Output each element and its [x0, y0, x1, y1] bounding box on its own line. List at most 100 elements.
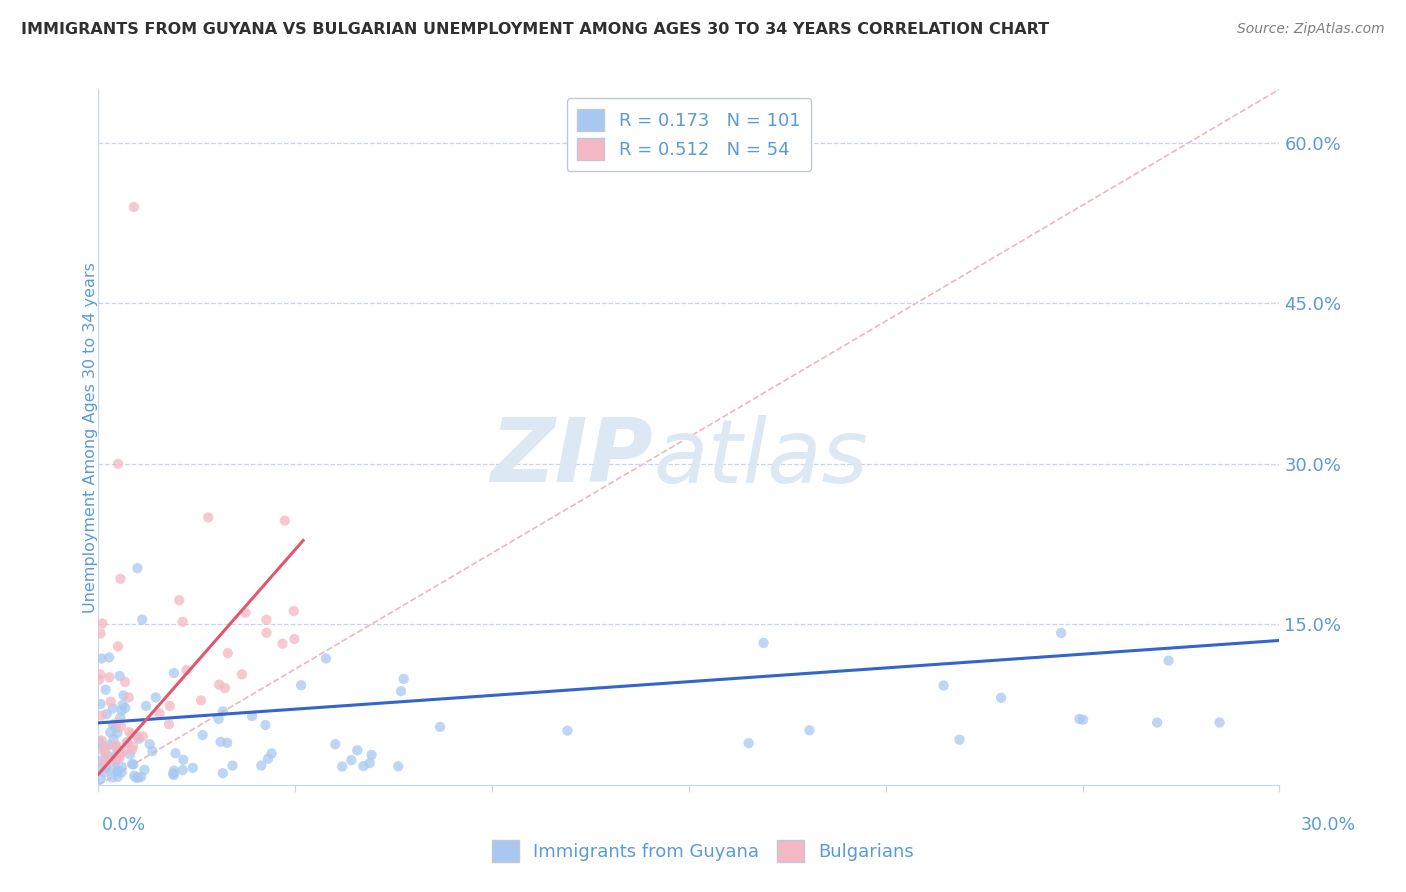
Point [127, 771, 149, 785]
Point [90, 626, 112, 640]
Point [107, 751, 129, 765]
Point [122, 757, 145, 772]
Point [240, 709, 263, 723]
Point [1050, 626, 1073, 640]
Point [104, 740, 127, 755]
Point [105, 738, 128, 752]
Point [191, 728, 214, 742]
Point [101, 717, 124, 731]
Point [207, 712, 229, 726]
Point [172, 763, 194, 777]
Point [932, 678, 955, 692]
Point [100, 694, 122, 708]
Point [107, 457, 129, 471]
Point [340, 753, 363, 767]
Point [132, 729, 155, 743]
Point [104, 755, 127, 769]
Point [214, 681, 236, 695]
Point [128, 731, 150, 746]
Text: ZIP: ZIP [491, 415, 654, 501]
Point [118, 690, 141, 705]
Point [105, 747, 128, 762]
Point [122, 739, 145, 754]
Point [98, 725, 121, 739]
Point [112, 689, 135, 703]
Point [1208, 715, 1230, 730]
Point [990, 690, 1012, 705]
Point [120, 747, 142, 762]
Point [105, 715, 128, 730]
Point [163, 768, 186, 782]
Point [197, 510, 219, 524]
Point [290, 678, 312, 692]
Point [111, 765, 134, 780]
Point [209, 735, 232, 749]
Point [257, 752, 280, 766]
Point [135, 698, 157, 713]
Point [129, 770, 152, 784]
Text: Source: ZipAtlas.com: Source: ZipAtlas.com [1237, 22, 1385, 37]
Point [172, 615, 194, 629]
Point [111, 703, 134, 717]
Point [948, 732, 970, 747]
Point [221, 758, 243, 772]
Point [1069, 712, 1091, 726]
Point [134, 763, 156, 777]
Point [94, 745, 117, 759]
Point [387, 759, 409, 773]
Point [94, 740, 117, 755]
Point [90, 651, 112, 665]
Point [346, 743, 368, 757]
Text: 30.0%: 30.0% [1301, 816, 1357, 834]
Legend: R = 0.173   N = 101, R = 0.512   N = 54: R = 0.173 N = 101, R = 0.512 N = 54 [567, 98, 811, 171]
Point [283, 604, 305, 618]
Point [89, 667, 111, 681]
Point [389, 684, 412, 698]
Point [217, 646, 239, 660]
Point [104, 721, 127, 735]
Point [117, 735, 139, 749]
Point [752, 636, 775, 650]
Point [98, 650, 121, 665]
Point [93, 765, 115, 780]
Point [114, 701, 136, 715]
Point [145, 690, 167, 705]
Point [176, 663, 198, 677]
Point [163, 764, 186, 778]
Point [98, 753, 121, 767]
Point [167, 593, 190, 607]
Point [159, 698, 181, 713]
Point [108, 669, 131, 683]
Y-axis label: Unemployment Among Ages 30 to 34 years: Unemployment Among Ages 30 to 34 years [83, 261, 97, 613]
Point [103, 731, 125, 746]
Point [1146, 715, 1168, 730]
Point [330, 759, 353, 773]
Point [190, 693, 212, 707]
Point [93, 745, 115, 759]
Point [107, 770, 129, 784]
Point [107, 764, 129, 778]
Point [212, 766, 235, 780]
Point [110, 572, 132, 586]
Point [101, 701, 124, 715]
Point [233, 606, 256, 620]
Point [208, 678, 231, 692]
Point [94, 682, 117, 697]
Point [90, 708, 112, 723]
Point [101, 763, 124, 777]
Point [98, 670, 121, 684]
Point [110, 710, 132, 724]
Point [254, 718, 277, 732]
Point [89, 762, 111, 776]
Point [557, 723, 579, 738]
Point [121, 727, 143, 741]
Point [131, 613, 153, 627]
Point [125, 771, 148, 785]
Point [352, 759, 374, 773]
Point [107, 640, 129, 654]
Text: atlas: atlas [654, 415, 869, 501]
Point [110, 745, 132, 759]
Point [256, 625, 278, 640]
Point [181, 761, 204, 775]
Point [138, 737, 160, 751]
